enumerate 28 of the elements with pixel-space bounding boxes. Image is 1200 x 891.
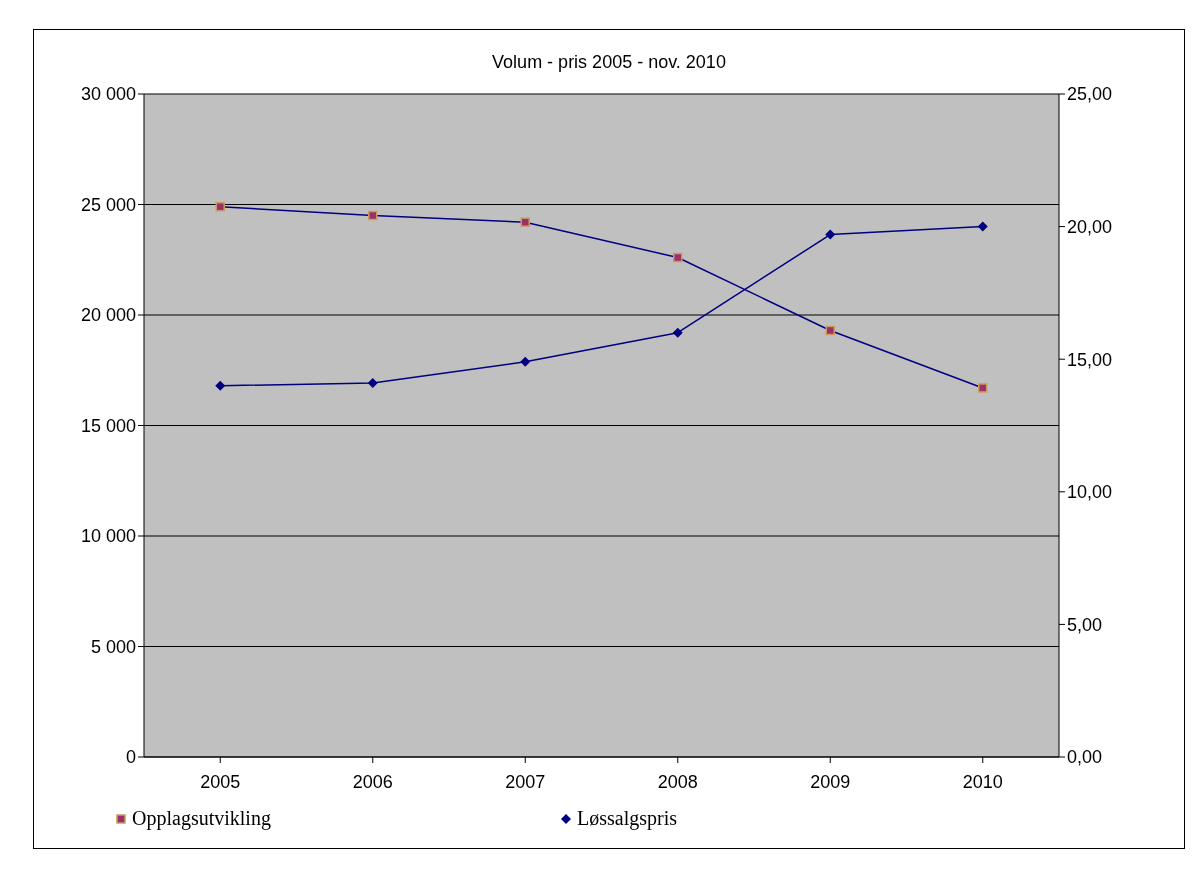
x-tick-label: 2005 <box>200 771 241 792</box>
y-tick-label: 0 <box>125 747 136 768</box>
y-tick-label: 5 000 <box>90 636 136 657</box>
point <box>520 356 531 367</box>
x-tick-label: 2006 <box>352 771 393 792</box>
y-tick-label: 25 000 <box>80 194 136 215</box>
point <box>977 221 988 232</box>
y-tick-label: 10 000 <box>80 526 136 547</box>
point <box>215 380 226 391</box>
y2-tick-label: 25,00 <box>1067 84 1113 105</box>
x-tick-label: 2008 <box>657 771 698 792</box>
x-tick-label: 2010 <box>962 771 1003 792</box>
y2-tick-label: 10,00 <box>1067 482 1113 503</box>
y2-tick-label: 20,00 <box>1067 216 1113 237</box>
chart-title: Volum - pris 2005 - nov. 2010 <box>491 52 727 74</box>
x-tick-label: 2007 <box>505 771 546 792</box>
legend-label: Løssalgspris <box>577 807 677 830</box>
y2-tick-label: 0,00 <box>1067 747 1103 768</box>
y2-tick-label: 5,00 <box>1067 614 1103 635</box>
legend-label: Opplagsutvikling <box>132 807 271 830</box>
point <box>672 327 683 338</box>
point <box>367 378 378 389</box>
y-tick-label: 30 000 <box>80 84 136 105</box>
y2-tick-label: 15,00 <box>1067 349 1113 370</box>
point <box>825 229 836 240</box>
y-tick-label: 15 000 <box>80 415 136 436</box>
y-tick-label: 20 000 <box>80 305 136 326</box>
x-tick-label: 2009 <box>810 771 851 792</box>
